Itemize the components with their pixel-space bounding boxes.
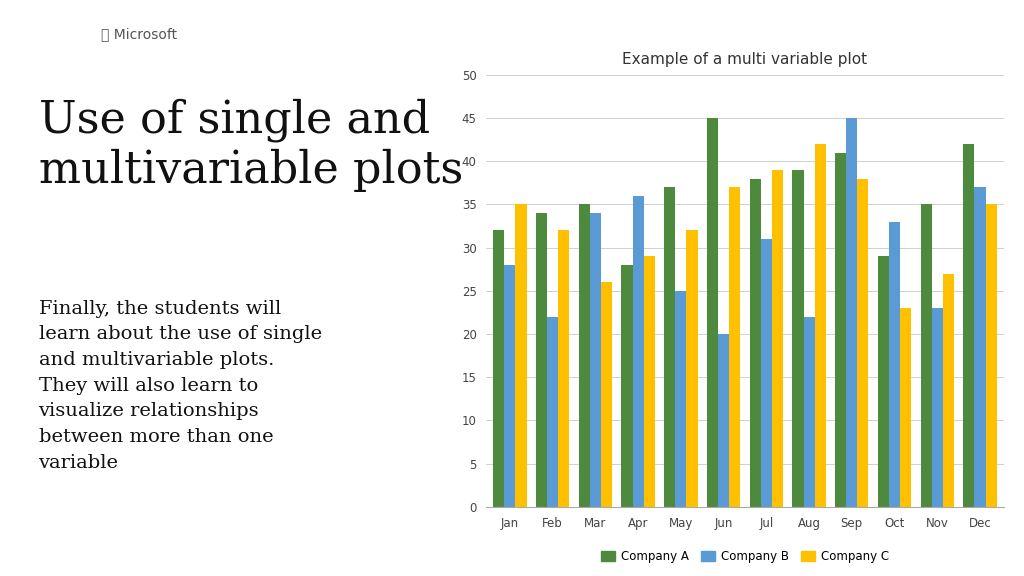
Bar	[815, 144, 825, 507]
Text: ⬛ Microsoft: ⬛ Microsoft	[101, 28, 177, 41]
Bar	[718, 334, 729, 507]
Bar	[857, 179, 868, 507]
Bar	[985, 204, 996, 507]
Bar	[975, 187, 985, 507]
Bar	[547, 317, 558, 507]
Bar	[686, 230, 697, 507]
Bar	[878, 256, 889, 507]
Bar	[900, 308, 911, 507]
Bar	[889, 222, 900, 507]
Text: Use of single and
multivariable plots: Use of single and multivariable plots	[39, 98, 463, 192]
Title: Example of a multi variable plot: Example of a multi variable plot	[623, 52, 867, 67]
Bar	[579, 204, 590, 507]
Bar	[494, 230, 505, 507]
Bar	[793, 170, 804, 507]
Bar	[536, 213, 547, 507]
Bar	[590, 213, 601, 507]
Bar	[846, 118, 857, 507]
Bar	[558, 230, 569, 507]
Bar	[675, 291, 686, 507]
Bar	[505, 265, 515, 507]
Legend: Company A, Company B, Company C: Company A, Company B, Company C	[596, 545, 894, 568]
Bar	[644, 256, 654, 507]
Bar	[707, 118, 718, 507]
Bar	[601, 282, 612, 507]
Bar	[729, 187, 740, 507]
Bar	[772, 170, 783, 507]
Bar	[515, 204, 526, 507]
Bar	[804, 317, 815, 507]
Bar	[943, 274, 954, 507]
Bar	[761, 239, 772, 507]
Bar	[964, 144, 975, 507]
Bar	[921, 204, 932, 507]
Text: Finally, the students will
learn about the use of single
and multivariable plots: Finally, the students will learn about t…	[39, 300, 322, 472]
Bar	[750, 179, 761, 507]
Bar	[633, 196, 644, 507]
Bar	[836, 153, 846, 507]
Bar	[932, 308, 943, 507]
Bar	[665, 187, 675, 507]
Bar	[622, 265, 633, 507]
